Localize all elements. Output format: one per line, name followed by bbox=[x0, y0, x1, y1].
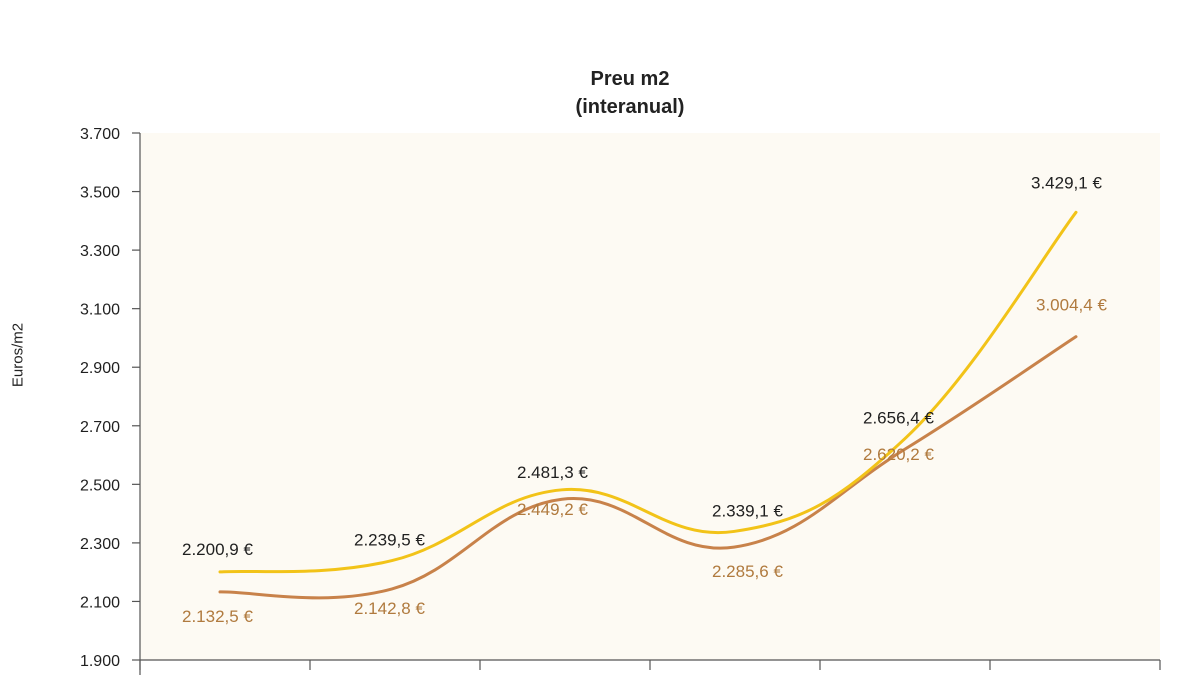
data-label: 3.429,1 € bbox=[1031, 173, 1102, 192]
data-label: 2.620,2 € bbox=[863, 445, 934, 464]
axes: 1.900 2.100 2.300 2.500 2.700 2.900 3.100 3.300… bbox=[80, 126, 1161, 675]
data-label: 3.004,4 € bbox=[1036, 296, 1107, 315]
data-label: 2.132,5 € bbox=[182, 607, 253, 626]
y-tick-label: 3.100 bbox=[80, 302, 120, 319]
data-label: 2.239,5 € bbox=[354, 531, 425, 550]
y-tick-label: 3.500 bbox=[80, 185, 120, 202]
data-label: 2.339,1 € bbox=[712, 501, 783, 520]
series-1-line bbox=[218, 210, 1078, 574]
y-tick-label: 2.300 bbox=[80, 536, 120, 553]
y-tick-label: 2.100 bbox=[80, 594, 120, 611]
data-label: 2.285,6 € bbox=[712, 562, 783, 581]
data-label: 2.449,2 € bbox=[517, 500, 588, 519]
data-label: 2.142,8 € bbox=[354, 599, 425, 618]
y-tick-label: 2.900 bbox=[80, 360, 120, 377]
data-labels: 2.200,9 € 2.239,5 € 2.481,3 € 2.339,1 € 2.65… bbox=[182, 173, 1107, 626]
chart-subtitle: (interanual) bbox=[575, 96, 685, 118]
data-label: 2.481,3 € bbox=[517, 463, 588, 482]
series-lines bbox=[218, 210, 1078, 600]
plot-area bbox=[140, 133, 1160, 660]
y-tick-label: 2.500 bbox=[80, 477, 120, 494]
y-tick-label: 2.700 bbox=[80, 419, 120, 436]
series-2-line bbox=[218, 335, 1078, 600]
data-label: 2.200,9 € bbox=[182, 540, 253, 559]
y-tick-label: 3.300 bbox=[80, 243, 120, 260]
y-tick-label: 1.900 bbox=[80, 653, 120, 670]
chart-title: Preu m2 bbox=[590, 68, 670, 90]
y-tick-label: 3.700 bbox=[80, 126, 120, 143]
data-label: 2.656,4 € bbox=[863, 409, 934, 428]
